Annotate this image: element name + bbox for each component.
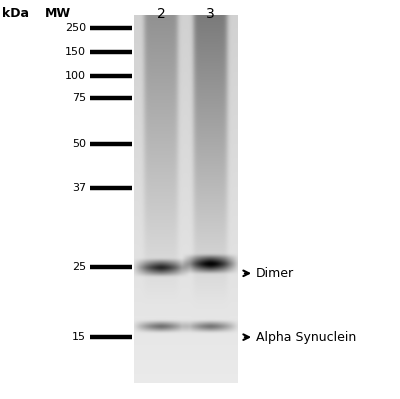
- Text: Alpha Synuclein: Alpha Synuclein: [256, 331, 356, 344]
- Text: 150: 150: [65, 47, 86, 57]
- Text: MW: MW: [45, 8, 71, 20]
- Text: 2: 2: [157, 7, 166, 21]
- Text: 37: 37: [72, 182, 86, 193]
- Text: kDa: kDa: [2, 8, 29, 20]
- Text: 25: 25: [72, 262, 86, 273]
- Text: 250: 250: [65, 23, 86, 33]
- Text: 50: 50: [72, 138, 86, 149]
- Text: Dimer: Dimer: [256, 267, 294, 280]
- Text: 15: 15: [72, 332, 86, 342]
- Text: 75: 75: [72, 93, 86, 103]
- Text: 3: 3: [206, 7, 215, 21]
- Text: 100: 100: [65, 71, 86, 81]
